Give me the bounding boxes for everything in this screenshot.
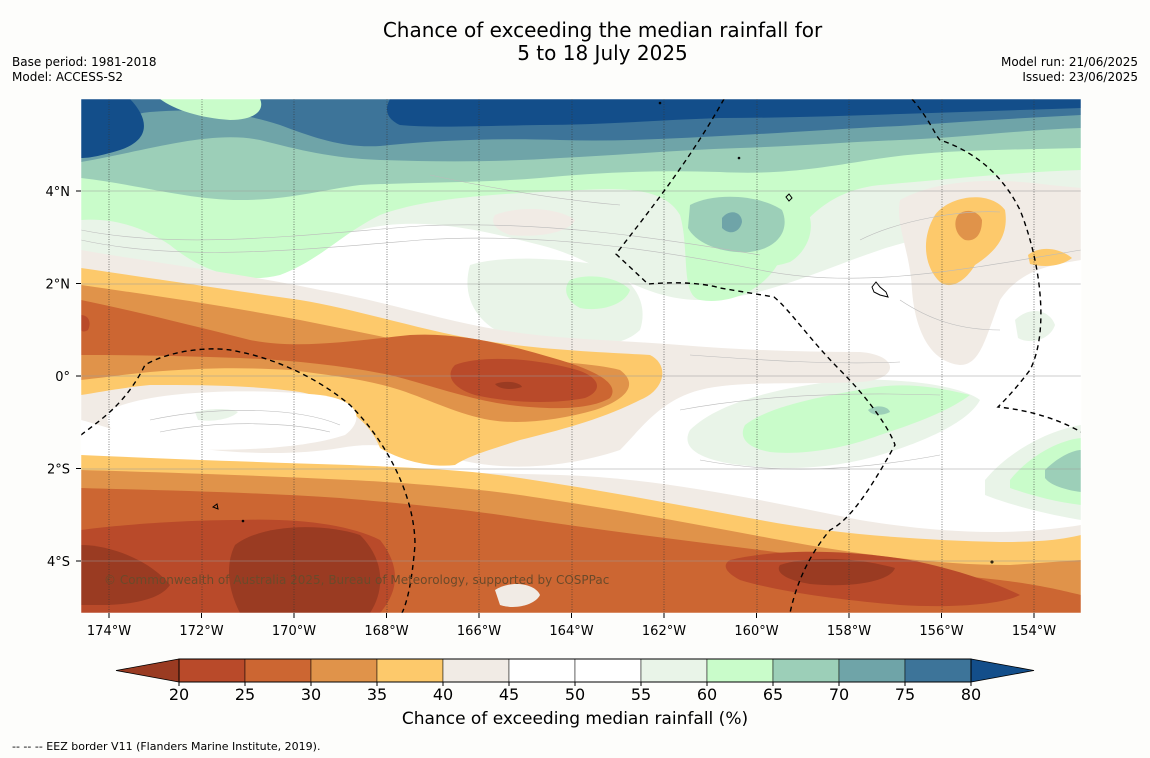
eez-borders [81, 99, 1081, 613]
title-line-1: Chance of exceeding the median rainfall … [382, 18, 823, 42]
lat-label: 2°S [47, 463, 70, 478]
eez-footnote: -- -- -- EEZ border V11 (Flanders Marine… [12, 740, 321, 753]
lon-label: 162°W [642, 624, 686, 639]
lon-label: 160°W [734, 624, 778, 639]
patch-50-west [107, 391, 357, 450]
colorbar-tick-label: 20 [169, 685, 189, 704]
colorbar-tick-label: 45 [499, 685, 519, 704]
lon-label: 170°W [272, 624, 316, 639]
colorbar-extend-low [115, 658, 180, 683]
lat-label: 4°N [46, 185, 71, 200]
colorbar-segment [904, 658, 972, 683]
colorbar-segment [574, 658, 642, 683]
lon-label: 154°W [1012, 624, 1056, 639]
lon-gridlines [108, 99, 1035, 613]
patch-45-north-central [493, 208, 575, 236]
lon-label: 166°W [457, 624, 501, 639]
band-north-85 [387, 99, 1081, 127]
lat-label: 0° [55, 370, 70, 385]
patch-20-southeast [778, 558, 895, 586]
lat-label: 4°S [47, 555, 70, 570]
colorbar-segment [772, 658, 840, 683]
lon-label: 164°W [549, 624, 593, 639]
patch-70-far-east [1045, 450, 1081, 492]
latitude-labels: 4°N 2°N 0° 2°S 4°S [46, 185, 81, 570]
patch-25-west-edge [81, 315, 90, 332]
colorbar-segment [442, 658, 510, 683]
patch-75-northeast [722, 212, 742, 233]
copyright-notice: © Commonwealth of Australia 2025, Bureau… [104, 573, 609, 587]
patch-20-central [495, 381, 522, 389]
patch-40-east [925, 197, 1006, 286]
colorbar-segment [838, 658, 906, 683]
colorbar-segment [178, 658, 246, 683]
longitude-labels: 174°W 172°W 170°W 168°W 166°W 164°W 162°W 160°W… [87, 613, 1056, 639]
lat-gridlines [81, 190, 1081, 562]
islands [211, 101, 994, 564]
patch-east-side-45 [1015, 310, 1055, 342]
colorbar-extend-high [970, 658, 1035, 683]
lat-label: 2°N [46, 278, 71, 293]
colorbar-tick-label: 65 [763, 685, 783, 704]
colorbar-tick-label: 50 [565, 685, 585, 704]
map-title: Chance of exceeding the median rainfall … [0, 19, 1150, 65]
lon-label: 168°W [364, 624, 408, 639]
colorbar-tick-label: 80 [961, 685, 981, 704]
lon-label: 174°W [87, 624, 131, 639]
colorbar-tick-label: 35 [367, 685, 387, 704]
issued-date: Issued: 23/06/2025 [1022, 70, 1138, 84]
patch-25-central [450, 358, 597, 402]
contour-lines [81, 174, 1081, 470]
pale-patch-north [160, 99, 262, 120]
model-name: Model: ACCESS-S2 [12, 70, 124, 84]
patch-45-south-small [495, 583, 540, 607]
colorbar-tick-label: 40 [433, 685, 453, 704]
colorbar-segment [508, 658, 576, 683]
title-line-2: 5 to 18 July 2025 [517, 41, 688, 65]
rainfall-field: © Commonwealth of Australia 2025, Bureau… [81, 99, 1081, 613]
band-north-85-west [81, 99, 144, 158]
colorbar-segment [640, 658, 708, 683]
lon-label: 156°W [919, 624, 963, 639]
patch-35-east [955, 210, 982, 241]
colorbar-tick-label: 30 [301, 685, 321, 704]
colorbar-tick-label: 70 [829, 685, 849, 704]
colorbar-title: Chance of exceeding median rainfall (%) [401, 709, 749, 729]
colorbar-segment [376, 658, 444, 683]
colorbar-segment [310, 658, 378, 683]
lon-label: 172°W [179, 624, 223, 639]
patch-20-far-southwest [81, 545, 170, 605]
base-period: Base period: 1981-2018 [12, 55, 157, 69]
meta-left: Base period: 1981-2018 Model: ACCESS-S2 [12, 55, 157, 85]
patch-20-southwest [228, 527, 381, 613]
colorbar: 20 25 30 35 40 45 50 55 60 65 70 75 80 [115, 658, 1035, 704]
patch-65-center [566, 276, 630, 310]
meta-right: Model run: 21/06/2025 Issued: 23/06/2025 [1001, 55, 1138, 85]
colorbar-tick-label: 25 [235, 685, 255, 704]
colorbar-tick-label: 75 [895, 685, 915, 704]
colorbar-segment [244, 658, 312, 683]
model-run: Model run: 21/06/2025 [1000, 55, 1138, 69]
colorbar-segment [706, 658, 774, 683]
map-frame [80, 98, 1082, 614]
patch-70-southeast-small [868, 406, 890, 415]
colorbar-tick-label: 60 [697, 685, 717, 704]
lon-label: 158°W [827, 624, 871, 639]
patch-65-southeast [742, 385, 970, 453]
colorbar-tick-label: 55 [631, 685, 651, 704]
